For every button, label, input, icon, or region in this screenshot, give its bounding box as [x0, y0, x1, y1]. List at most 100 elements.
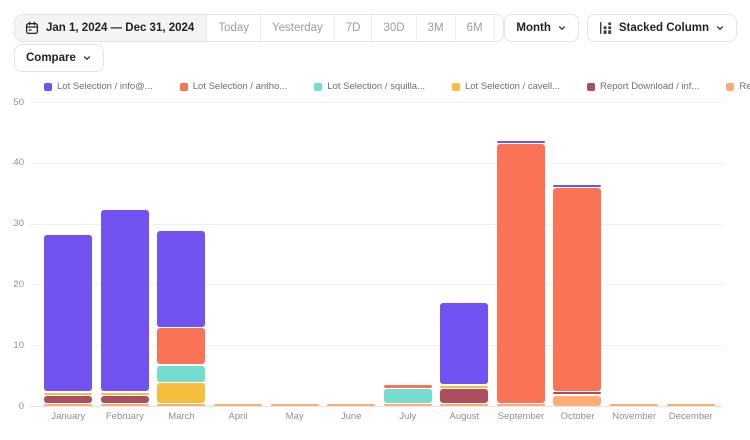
stacked-bar — [214, 404, 263, 406]
preset-today[interactable]: Today — [206, 15, 261, 41]
x-axis-label: May — [285, 411, 304, 422]
bar-segment[interactable] — [440, 389, 489, 403]
legend-swatch-icon — [451, 82, 460, 91]
bar-segment[interactable] — [44, 234, 93, 392]
legend-item[interactable]: Lot Selection / cavell... — [451, 81, 560, 92]
preset-6m[interactable]: 6M — [454, 15, 494, 41]
legend-item[interactable]: Lot Selection / info@... — [44, 81, 153, 92]
y-axis-label: 30 — [13, 218, 24, 230]
bar-segment[interactable] — [383, 389, 432, 403]
bar-november — [606, 102, 663, 406]
bar-segment[interactable] — [214, 404, 263, 406]
legend-item[interactable]: Report Download / an... — [726, 81, 750, 92]
gridline — [30, 406, 723, 407]
bar-segment[interactable] — [496, 140, 545, 143]
bar-segment[interactable] — [440, 303, 489, 385]
bar-segment[interactable] — [157, 404, 206, 406]
legend-item-label: Report Download / an... — [739, 81, 750, 92]
bar-segment[interactable] — [157, 328, 206, 365]
compare-button[interactable]: Compare — [14, 44, 104, 72]
legend-item-label: Lot Selection / squilla... — [327, 81, 425, 92]
chart-type-dropdown[interactable]: Stacked Column — [586, 14, 737, 42]
bar-segment[interactable] — [383, 385, 432, 388]
stacked-bar — [610, 404, 659, 406]
y-axis-label: 50 — [13, 96, 24, 108]
legend-item-label: Lot Selection / info@... — [57, 81, 153, 92]
bar-segment[interactable] — [553, 188, 602, 391]
compare-label: Compare — [26, 52, 76, 64]
bar-january — [40, 102, 97, 406]
x-axis-label: February — [105, 411, 144, 422]
x-axis-label: October — [560, 411, 595, 422]
bar-segment[interactable] — [270, 404, 319, 406]
legend-swatch-icon — [726, 82, 735, 91]
bar-july — [379, 102, 436, 406]
bar-segment[interactable] — [44, 404, 93, 406]
bar-segment[interactable] — [610, 404, 659, 406]
bar-december — [662, 102, 719, 406]
bar-segment[interactable] — [100, 404, 149, 406]
y-axis-label: 10 — [13, 339, 24, 351]
bar-segment[interactable] — [440, 404, 489, 406]
legend-item[interactable]: Lot Selection / squilla... — [314, 81, 425, 92]
view-controls: Month Stacked Column — [504, 14, 737, 42]
date-range-control: Jan 1, 2024 — Dec 31, 2024 Today Yesterd… — [14, 14, 505, 42]
x-axis-label: March — [168, 411, 195, 422]
legend-swatch-icon — [587, 82, 596, 91]
legend-item-label: Report Download / inf... — [600, 81, 700, 92]
bar-october — [549, 102, 606, 406]
legend-item-label: Lot Selection / antho... — [192, 81, 288, 92]
bar-segment[interactable] — [553, 184, 602, 187]
stacked-bar — [100, 210, 149, 406]
bar-segment[interactable] — [440, 385, 489, 388]
preset-12m[interactable]: 12M — [493, 15, 504, 41]
bar-segment[interactable] — [100, 396, 149, 403]
granularity-dropdown[interactable]: Month — [504, 14, 579, 42]
chevron-down-icon — [557, 23, 567, 33]
x-axis-label: July — [399, 411, 417, 422]
bar-segment[interactable] — [666, 404, 715, 406]
stacked-bar — [44, 234, 93, 406]
bar-segment[interactable] — [157, 383, 206, 403]
legend-item[interactable]: Lot Selection / antho... — [179, 81, 288, 92]
x-axis-label: June — [340, 411, 362, 422]
legend-swatch-icon — [179, 82, 188, 91]
bar-segment[interactable] — [100, 210, 149, 392]
stacked-bar — [666, 404, 715, 406]
date-range-label: Jan 1, 2024 — Dec 31, 2024 — [46, 22, 195, 34]
preset-yesterday[interactable]: Yesterday — [260, 15, 334, 41]
bar-segment[interactable] — [100, 392, 149, 395]
legend-item[interactable]: Report Download / inf... — [587, 81, 699, 92]
chevron-down-icon — [715, 23, 725, 33]
bar-segment[interactable] — [157, 365, 206, 382]
stacked-bar — [327, 404, 376, 406]
bar-segment[interactable] — [496, 404, 545, 406]
preset-30d[interactable]: 30D — [371, 15, 416, 41]
date-range-button[interactable]: Jan 1, 2024 — Dec 31, 2024 — [15, 15, 207, 41]
bar-segment[interactable] — [383, 404, 432, 406]
legend-swatch-icon — [314, 82, 323, 91]
chart-type-label: Stacked Column — [618, 22, 709, 34]
bar-segment[interactable] — [44, 392, 93, 395]
preset-3m[interactable]: 3M — [415, 15, 455, 41]
x-axis-label: September — [497, 411, 545, 422]
x-axis-label: November — [612, 411, 656, 422]
toolbar: Jan 1, 2024 — Dec 31, 2024 Today Yesterd… — [14, 14, 737, 42]
bar-april — [210, 102, 267, 406]
bar-february — [97, 102, 154, 406]
x-axis-label: April — [228, 411, 248, 422]
bar-segment[interactable] — [327, 404, 376, 406]
stacked-bar — [496, 140, 545, 406]
bar-segment[interactable] — [496, 144, 545, 403]
legend-swatch-icon — [44, 82, 52, 91]
y-axis-label: 20 — [13, 278, 24, 290]
stacked-bar — [383, 385, 432, 406]
bar-segment[interactable] — [553, 392, 602, 395]
bar-segment[interactable] — [44, 396, 93, 403]
x-axis-label: December — [668, 411, 713, 422]
preset-7d[interactable]: 7D — [333, 15, 372, 41]
bar-segment[interactable] — [553, 395, 602, 406]
stacked-bar — [553, 184, 602, 406]
bar-segment[interactable] — [157, 230, 206, 327]
